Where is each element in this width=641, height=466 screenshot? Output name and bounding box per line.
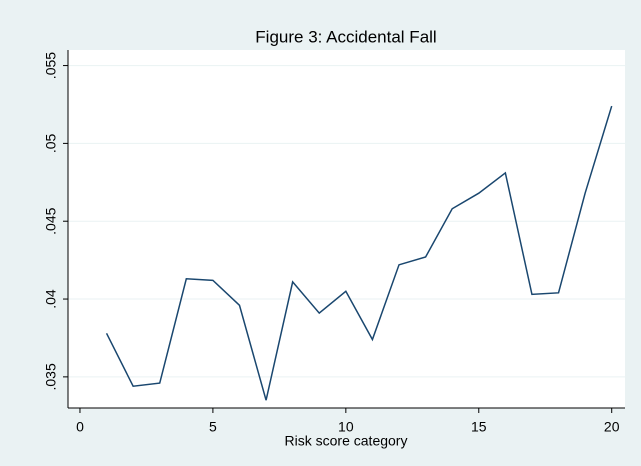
y-tick-label: .035 [43, 363, 59, 390]
plot-area [68, 50, 625, 408]
y-tick-label: .05 [43, 133, 59, 153]
y-tick-label: .055 [43, 52, 59, 79]
line-series [105, 105, 613, 401]
y-tick-label: .04 [43, 289, 59, 309]
x-tick-label: 20 [604, 419, 620, 435]
x-tick-label: 0 [76, 419, 84, 435]
x-tick-label: 10 [338, 419, 354, 435]
x-axis-label: Risk score category [285, 433, 408, 449]
x-tick-label: 5 [209, 419, 217, 435]
y-tick-label: .045 [43, 207, 59, 234]
chart-title: Figure 3: Accidental Fall [255, 27, 436, 46]
x-tick-label: 15 [471, 419, 487, 435]
